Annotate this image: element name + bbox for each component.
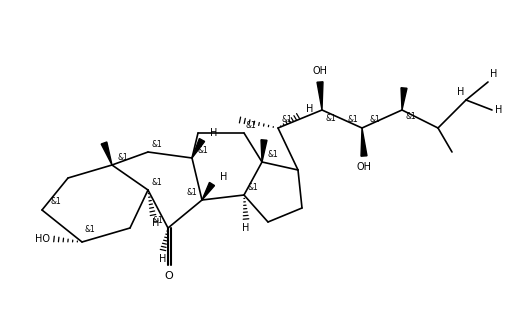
Text: O: O bbox=[165, 271, 173, 281]
Text: H: H bbox=[160, 254, 167, 264]
Text: &1: &1 bbox=[267, 150, 278, 159]
Text: OH: OH bbox=[357, 162, 371, 172]
Polygon shape bbox=[192, 139, 205, 158]
Text: &1: &1 bbox=[347, 115, 358, 124]
Text: &1: &1 bbox=[282, 115, 293, 124]
Text: &1: &1 bbox=[50, 197, 61, 206]
Text: &1: &1 bbox=[84, 225, 95, 234]
Text: &1: &1 bbox=[326, 114, 337, 123]
Text: &1: &1 bbox=[151, 140, 162, 149]
Polygon shape bbox=[202, 182, 214, 200]
Text: &1: &1 bbox=[370, 115, 381, 124]
Text: &1: &1 bbox=[406, 112, 417, 121]
Text: OH: OH bbox=[312, 66, 328, 76]
Text: &1: &1 bbox=[186, 188, 197, 197]
Text: H: H bbox=[152, 218, 160, 228]
Text: H: H bbox=[306, 104, 313, 114]
Text: H: H bbox=[210, 128, 217, 138]
Text: &1: &1 bbox=[246, 121, 257, 130]
Polygon shape bbox=[101, 142, 112, 165]
Polygon shape bbox=[317, 82, 323, 110]
Text: &1: &1 bbox=[152, 216, 163, 225]
Text: &1: &1 bbox=[197, 146, 208, 155]
Text: H: H bbox=[490, 69, 497, 79]
Polygon shape bbox=[401, 88, 407, 110]
Text: HO: HO bbox=[35, 234, 50, 244]
Text: H: H bbox=[495, 105, 502, 115]
Text: &1: &1 bbox=[117, 153, 128, 162]
Polygon shape bbox=[261, 140, 267, 162]
Polygon shape bbox=[361, 128, 367, 156]
Text: H: H bbox=[242, 223, 250, 233]
Text: &1: &1 bbox=[247, 183, 258, 192]
Text: H: H bbox=[457, 87, 464, 97]
Text: H: H bbox=[220, 172, 228, 182]
Text: &1: &1 bbox=[151, 178, 162, 187]
